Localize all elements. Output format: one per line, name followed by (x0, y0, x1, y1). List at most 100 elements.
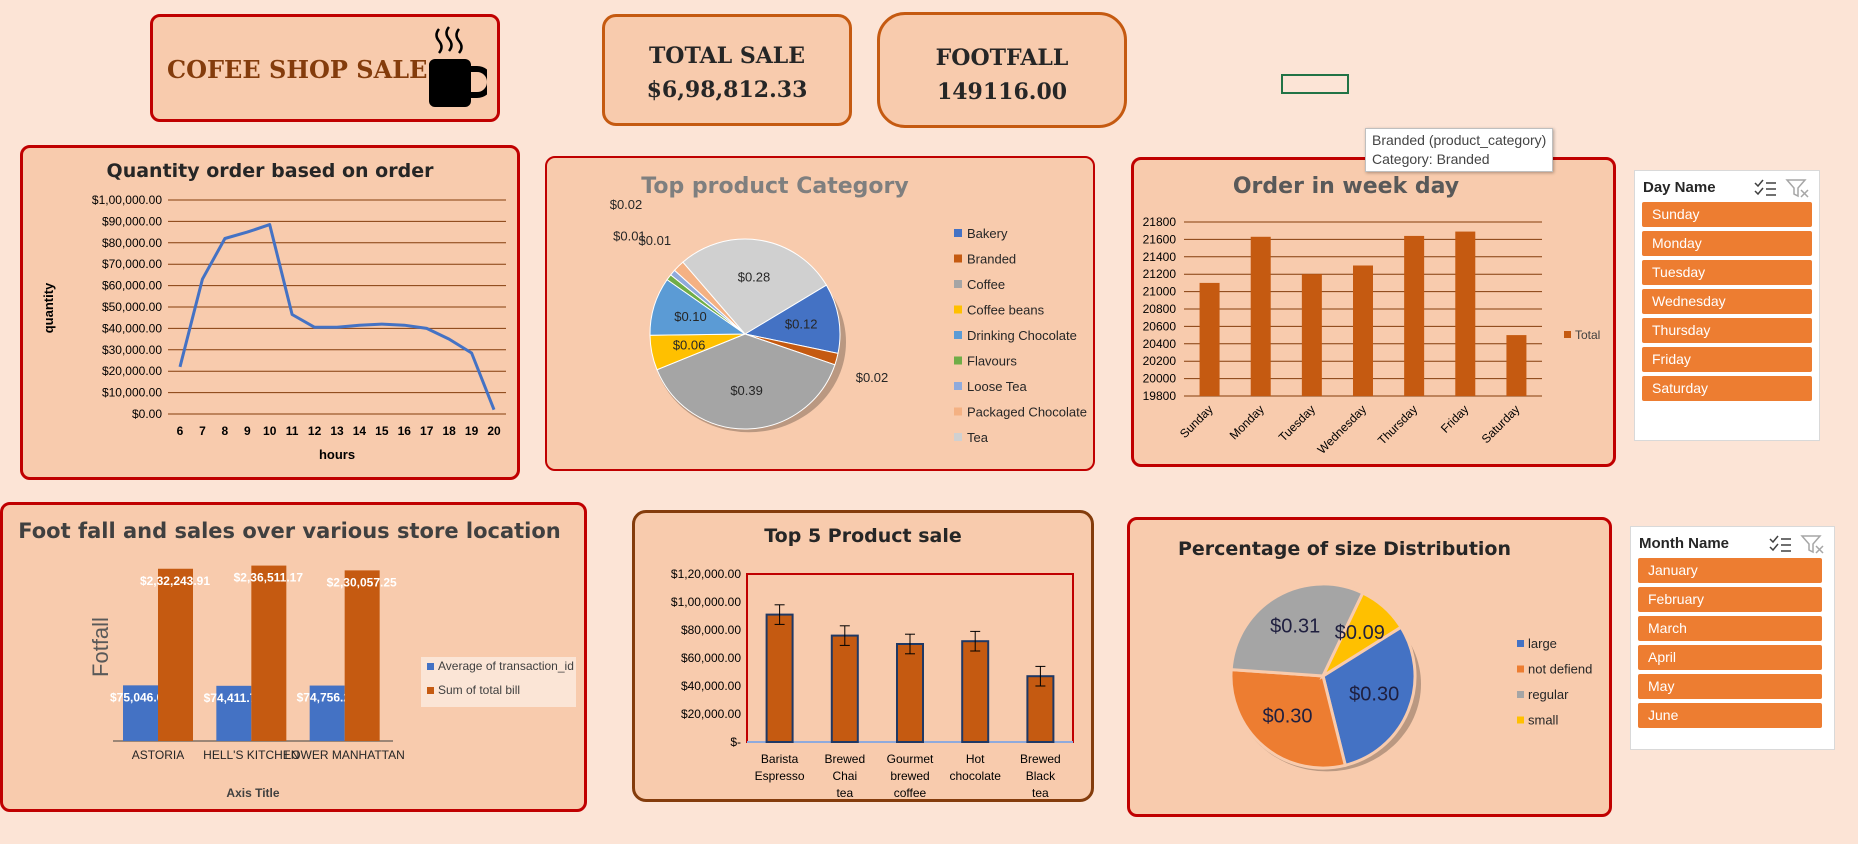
slicer-item-wednesday[interactable]: Wednesday (1642, 289, 1812, 314)
legend-label: Total (1575, 328, 1600, 342)
x-tick-label: HELL'S KITCHEN (203, 748, 299, 762)
legend-swatch (954, 331, 962, 339)
x-tick-label: LOWER MANHATTAN (285, 748, 405, 762)
size-pie-chart[interactable]: $0.30 $0.30 $0.31 $0.09 large not defiend regu… (1130, 520, 1609, 814)
y-tick-label: 21000 (1143, 285, 1177, 299)
legend-swatch (954, 254, 962, 263)
legend-swatch (954, 229, 962, 237)
legend-label: Loose Tea (967, 379, 1028, 394)
x-tick-label: Wednesday (1315, 402, 1370, 457)
slicer-item-may[interactable]: May (1638, 674, 1822, 699)
weekday-bar-chart[interactable]: 19800 20000 20200 20400 20600 20800 21000 21200… (1134, 160, 1613, 464)
x-tick-label: tea (1032, 786, 1049, 799)
clear-filter-icon[interactable] (1800, 535, 1824, 554)
location-chart-card: Foot fall and sales over various store l… (0, 502, 587, 812)
slicer-item-friday[interactable]: Friday (1642, 347, 1812, 372)
y-tick-label: $30,000.00 (102, 343, 162, 357)
x-tick-label: 17 (420, 424, 434, 438)
y-tick-label: $- (730, 735, 741, 749)
top5-chart-card: Top 5 Product sale $- $20,000.00 $40,000.0… (632, 510, 1094, 802)
day-name-slicer[interactable]: Day Name Sunday Monday Tuesday Wednesday Thu… (1634, 170, 1820, 441)
slicer-item-saturday[interactable]: Saturday (1642, 376, 1812, 401)
bar (309, 685, 345, 741)
selected-cell[interactable] (1281, 74, 1349, 94)
location-bar-chart[interactable]: $75,046.02 $2,32,243.91 ASTORIA $74,411.73 $… (3, 505, 584, 809)
pie-slice (1229, 667, 1348, 770)
category-pie-chart[interactable]: $0.12 $0.02 $0.39 $0.06 $0.10 $0.01$0.01 $0.02… (547, 158, 1093, 469)
pie-slice (656, 333, 836, 430)
legend-swatch (954, 305, 962, 314)
x-tick-label: Chai (832, 769, 857, 783)
legend-label: not defiend (1528, 662, 1592, 677)
y-tick-label: 20800 (1143, 302, 1177, 316)
x-tick-label: Sunday (1177, 402, 1216, 441)
top5-bar-chart[interactable]: $- $20,000.00 $40,000.00 $60,000.00 $80,000.… (635, 513, 1091, 799)
series-line (178, 223, 496, 411)
y-axis-label: quantity (41, 282, 56, 333)
bar-data-label: $2,36,511.17 (234, 571, 304, 585)
bar (1301, 274, 1322, 396)
chart-title: Quantity order based on order (106, 160, 434, 182)
bar (1026, 675, 1055, 743)
x-tick-label: chocolate (950, 769, 1002, 783)
pie-slice (682, 238, 828, 335)
pie-data-label: $0.39 (730, 383, 763, 398)
pie-data-label: $0.02 (610, 197, 643, 212)
y-tick-label: 20400 (1143, 337, 1177, 351)
x-tick-label: 7 (199, 424, 206, 438)
x-tick-label: Hot (966, 752, 985, 766)
kpi-total-sale: TOTAL SALE $6,98,812.33 (602, 14, 852, 126)
y-tick-label: 21800 (1143, 215, 1177, 229)
kpi-total-sale-value: $6,98,812.33 (646, 77, 808, 103)
slicer-title: Day Name (1643, 179, 1716, 196)
x-tick-label: coffee (894, 786, 927, 799)
bar (1506, 335, 1527, 396)
legend-swatch (954, 407, 962, 416)
x-tick-label: 8 (222, 424, 229, 438)
legend-label: small (1528, 713, 1558, 728)
legend-label: Coffee (967, 277, 1005, 292)
x-axis-label: hours (319, 447, 355, 462)
x-tick-label: Brewed (824, 752, 865, 766)
quantity-line-chart[interactable]: $0.00 $10,000.00 $20,000.00 $30,000.00 $40,0… (23, 148, 517, 478)
y-tick-label: $80,000.00 (102, 236, 162, 250)
slicer-item-monday[interactable]: Monday (1642, 231, 1812, 256)
legend-label: Branded (967, 252, 1016, 267)
x-tick-label: ASTORIA (132, 748, 184, 762)
slicer-item-march[interactable]: March (1638, 616, 1822, 641)
slicer-item-february[interactable]: February (1638, 587, 1822, 612)
bar (1353, 265, 1373, 396)
y-tick-label: $60,000.00 (681, 651, 741, 665)
weekday-chart-card: Order in week day 19800 20000 20200 20400 20… (1131, 157, 1616, 467)
pie-slice (743, 284, 841, 354)
x-tick-label: 10 (263, 424, 277, 438)
slicer-item-sunday[interactable]: Sunday (1642, 202, 1812, 227)
slicer-item-june[interactable]: June (1638, 703, 1822, 728)
x-tick-label: tea (836, 786, 853, 799)
bar-data-label: $74,411.73 (204, 691, 264, 705)
legend-label: large (1528, 636, 1557, 651)
multi-select-icon[interactable] (1754, 179, 1776, 196)
y-tick-label: $90,000.00 (102, 214, 162, 228)
pie-slice (1319, 590, 1404, 681)
x-tick-label: 18 (442, 424, 456, 438)
bar-data-label: $2,32,243.91 (140, 574, 210, 588)
clear-filter-icon[interactable] (1785, 179, 1809, 198)
category-chart-card: Top product Category $0.12 $0.02 $0.39 $0.0… (545, 156, 1095, 471)
bar (216, 685, 252, 741)
legend-swatch (427, 663, 434, 670)
y-tick-label: 21600 (1143, 232, 1177, 246)
slicer-item-january[interactable]: January (1638, 558, 1822, 583)
month-name-slicer[interactable]: Month Name January February March April May J… (1630, 526, 1835, 750)
x-tick-label: 19 (465, 424, 479, 438)
slicer-item-thursday[interactable]: Thursday (1642, 318, 1812, 343)
y-tick-label: 20200 (1143, 354, 1177, 368)
slicer-item-april[interactable]: April (1638, 645, 1822, 670)
slicer-item-tuesday[interactable]: Tuesday (1642, 260, 1812, 285)
legend-label: Tea (967, 430, 989, 445)
x-tick-label: 15 (375, 424, 389, 438)
pie-data-label: $0.01 (639, 233, 672, 248)
multi-select-icon[interactable] (1769, 535, 1791, 552)
tooltip-line-1: Branded (product_category) (1372, 132, 1547, 148)
y-tick-label: $80,000.00 (681, 623, 741, 637)
